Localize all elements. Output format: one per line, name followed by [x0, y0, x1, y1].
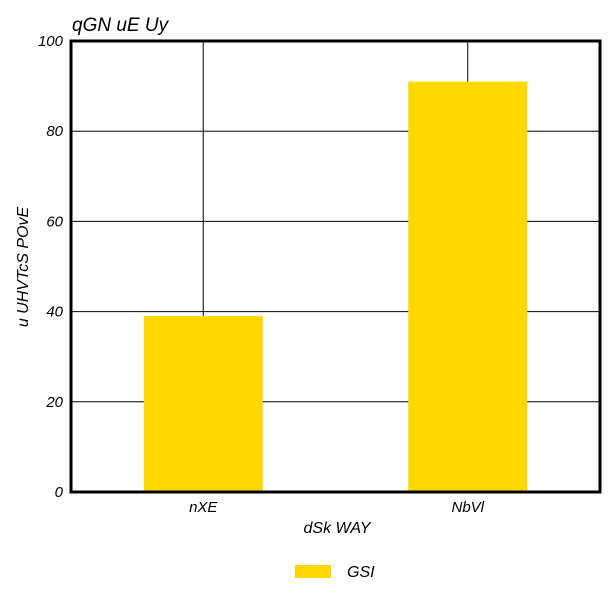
- y-axis-label: u UHVTcS POvE: [15, 207, 32, 328]
- y-tick-label: 100: [38, 33, 64, 50]
- chart-title: qGN uE Uy: [72, 15, 170, 36]
- y-tick-label: 0: [55, 484, 64, 501]
- x-tick-label: NbVl: [451, 499, 484, 516]
- bar: [143, 316, 263, 492]
- legend: GSI: [295, 564, 375, 581]
- y-tick-label: 40: [46, 304, 63, 321]
- bar: [408, 81, 528, 492]
- x-tick-label: nXE: [189, 499, 218, 516]
- y-tick-label: 60: [46, 213, 63, 230]
- x-ticks: nXE NbVl: [189, 499, 485, 516]
- y-tick-label: 20: [45, 394, 63, 411]
- y-ticks: 0 20 40 60 80 100: [38, 33, 64, 501]
- plot-frame: [69, 39, 602, 494]
- x-axis-label: dSk WAY: [304, 520, 372, 537]
- y-tick-label: 80: [46, 123, 63, 140]
- legend-swatch-gsi: [295, 565, 331, 578]
- bars: [143, 81, 528, 492]
- legend-label-gsi: GSI: [347, 564, 375, 581]
